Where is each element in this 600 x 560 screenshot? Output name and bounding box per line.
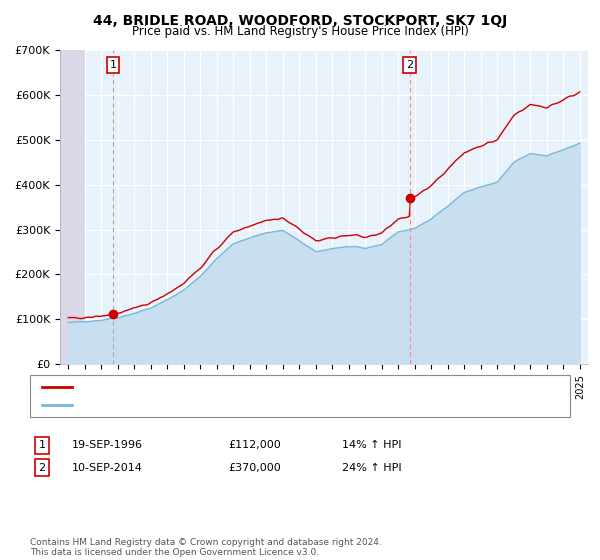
Text: 2: 2 bbox=[38, 463, 46, 473]
Text: £112,000: £112,000 bbox=[228, 440, 281, 450]
Text: 2: 2 bbox=[406, 60, 413, 70]
Text: 14% ↑ HPI: 14% ↑ HPI bbox=[342, 440, 401, 450]
Text: 1: 1 bbox=[110, 60, 116, 70]
Text: Price paid vs. HM Land Registry's House Price Index (HPI): Price paid vs. HM Land Registry's House … bbox=[131, 25, 469, 38]
Text: HPI: Average price, detached house, Stockport: HPI: Average price, detached house, Stoc… bbox=[78, 400, 322, 410]
Text: Contains HM Land Registry data © Crown copyright and database right 2024.
This d: Contains HM Land Registry data © Crown c… bbox=[30, 538, 382, 557]
Text: 1: 1 bbox=[38, 440, 46, 450]
Bar bbox=[60, 50, 85, 364]
Text: 44, BRIDLE ROAD, WOODFORD, STOCKPORT, SK7 1QJ: 44, BRIDLE ROAD, WOODFORD, STOCKPORT, SK… bbox=[93, 14, 507, 28]
Text: 24% ↑ HPI: 24% ↑ HPI bbox=[342, 463, 401, 473]
Text: 10-SEP-2014: 10-SEP-2014 bbox=[72, 463, 143, 473]
Text: £370,000: £370,000 bbox=[228, 463, 281, 473]
Text: 44, BRIDLE ROAD, WOODFORD, STOCKPORT, SK7 1QJ (detached house): 44, BRIDLE ROAD, WOODFORD, STOCKPORT, SK… bbox=[78, 382, 451, 392]
Text: 19-SEP-1996: 19-SEP-1996 bbox=[72, 440, 143, 450]
